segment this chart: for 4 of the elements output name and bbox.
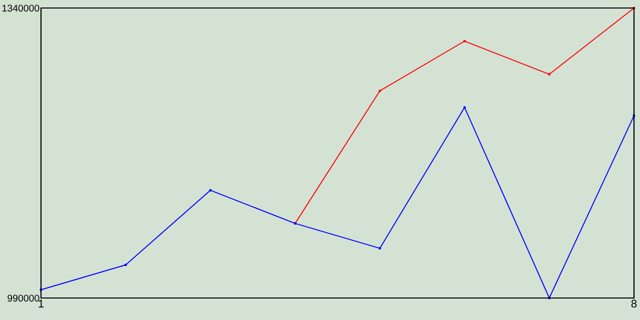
y-tick-label: 1340000 [2,4,40,12]
y-tick-label: 990000 [8,294,40,302]
x-tick-label: 1 [38,300,44,308]
x-tick-label: 8 [631,300,637,308]
